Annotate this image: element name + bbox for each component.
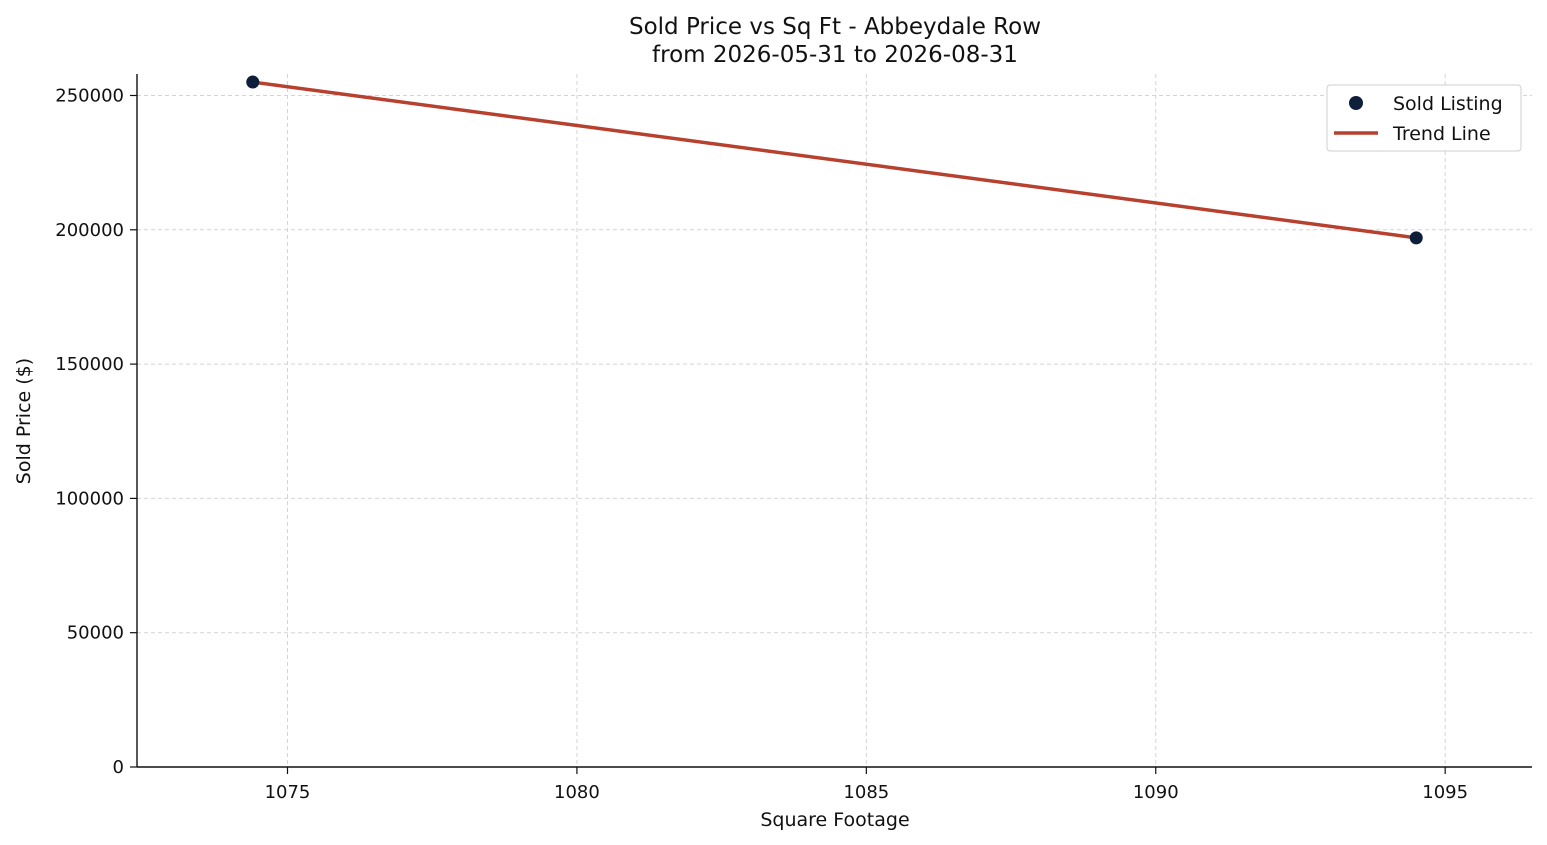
y-tick-label: 150000 [55, 354, 124, 375]
axes-layer: 1075 1080 1085 1090 1095 0 50000 100000 150000 20… [55, 74, 1532, 803]
x-tick-label: 1075 [265, 782, 311, 803]
x-axis-label: Square Footage [760, 809, 909, 831]
trend-line [251, 80, 1418, 240]
legend-point-icon [1349, 96, 1363, 110]
sold-listing-point [1409, 231, 1423, 245]
y-tick-label: 0 [113, 757, 124, 778]
series-layer [246, 75, 1423, 245]
sold-listing-point [246, 75, 260, 89]
x-tick-label: 1090 [1133, 782, 1179, 803]
grid-layer [137, 74, 1532, 767]
y-tick-label: 250000 [55, 85, 124, 106]
legend-label: Sold Listing [1393, 93, 1503, 115]
legend-layer: Sold Listing Trend Line [1326, 84, 1522, 152]
y-tick-label: 100000 [55, 488, 124, 509]
chart-subtitle: from 2026-05-31 to 2026-08-31 [652, 42, 1018, 68]
y-tick-label: 50000 [67, 623, 124, 644]
y-axis-label: Sold Price ($) [13, 358, 35, 484]
legend-label: Trend Line [1392, 123, 1491, 145]
x-tick-label: 1095 [1422, 782, 1468, 803]
x-tick-label: 1080 [554, 782, 600, 803]
y-tick-label: 200000 [55, 220, 124, 241]
chart-title: Sold Price vs Sq Ft - Abbeydale Row [629, 14, 1041, 40]
x-tick-label: 1085 [843, 782, 889, 803]
